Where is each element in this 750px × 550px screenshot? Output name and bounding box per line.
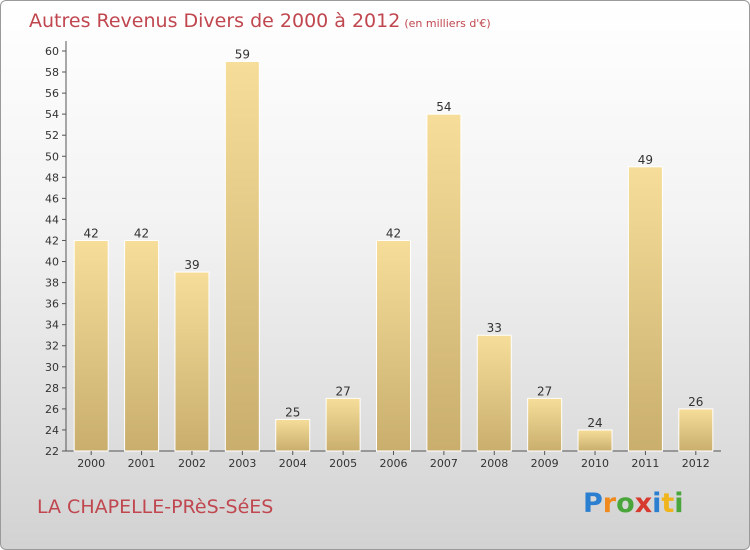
x-tick-label: 2008	[480, 457, 508, 470]
chart-title: Autres Revenus Divers de 2000 à 2012 (en …	[29, 10, 491, 32]
logo-letter: r	[602, 488, 617, 519]
chart-title-text: Autres Revenus Divers de 2000 à 2012	[29, 10, 401, 32]
y-tick-label: 44	[45, 213, 59, 226]
bar	[325, 397, 361, 452]
y-tick-label: 42	[45, 234, 59, 247]
bar-value-label: 39	[184, 258, 199, 272]
proxiti-logo[interactable]: Proxiti	[583, 488, 684, 519]
y-tick-label: 50	[45, 150, 59, 163]
bar-value-label: 33	[487, 321, 502, 335]
x-tick-label: 2006	[380, 457, 408, 470]
bar	[124, 239, 160, 452]
bar-value-label: 24	[587, 416, 602, 430]
y-tick-label: 30	[45, 361, 59, 374]
bar	[627, 166, 663, 452]
x-tick-label: 2001	[128, 457, 156, 470]
bar	[224, 61, 260, 452]
y-tick-label: 56	[45, 87, 59, 100]
bar	[527, 397, 563, 452]
bar	[73, 239, 109, 452]
y-tick-label: 28	[45, 382, 59, 395]
x-tick-label: 2005	[329, 457, 357, 470]
x-tick-label: 2010	[581, 457, 609, 470]
logo-letter: t	[661, 488, 675, 519]
y-tick-label: 24	[45, 424, 59, 437]
y-tick-label: 32	[45, 340, 59, 353]
bar-value-label: 49	[638, 153, 653, 167]
logo-letter: P	[583, 488, 603, 519]
bar-value-label: 54	[436, 100, 451, 114]
bar-value-label: 25	[285, 405, 300, 419]
bar	[174, 271, 210, 452]
y-tick-label: 48	[45, 171, 59, 184]
x-tick-label: 2002	[178, 457, 206, 470]
bar	[426, 113, 462, 452]
x-tick-label: 2004	[279, 457, 307, 470]
bar	[577, 429, 613, 452]
y-tick-label: 22	[45, 445, 59, 458]
bar-value-label: 26	[688, 395, 703, 409]
bar	[678, 408, 714, 452]
x-tick-label: 2000	[77, 457, 105, 470]
y-tick-label: 34	[45, 319, 59, 332]
y-tick-label: 46	[45, 192, 59, 205]
x-tick-label: 2007	[430, 457, 458, 470]
place-name: LA CHAPELLE-PRèS-SéES	[37, 496, 274, 518]
bar-value-label: 42	[134, 226, 149, 240]
bar	[376, 239, 411, 452]
logo-letter: o	[616, 488, 635, 519]
bar-value-label: 59	[235, 48, 250, 62]
chart-subtitle: (en milliers d'€)	[404, 17, 491, 30]
logo-letter: i	[652, 488, 662, 519]
y-tick-label: 52	[45, 129, 59, 142]
y-tick-label: 54	[45, 108, 59, 121]
logo-letter: i	[674, 488, 684, 519]
bar	[476, 334, 512, 452]
bar-value-label: 27	[335, 384, 350, 398]
y-tick-label: 40	[45, 256, 59, 269]
y-tick-label: 36	[45, 298, 59, 311]
y-tick-label: 26	[45, 403, 59, 416]
bar-value-label: 42	[386, 226, 401, 240]
y-tick-label: 38	[45, 277, 59, 290]
bar-value-label: 27	[537, 384, 552, 398]
y-tick-label: 58	[45, 66, 59, 79]
x-tick-label: 2012	[682, 457, 710, 470]
logo-letter: x	[634, 488, 653, 519]
bar	[275, 418, 311, 452]
bar-value-label: 42	[84, 226, 99, 240]
y-tick-label: 60	[45, 45, 59, 58]
x-tick-label: 2009	[531, 457, 559, 470]
x-tick-label: 2003	[228, 457, 256, 470]
x-tick-label: 2011	[631, 457, 659, 470]
